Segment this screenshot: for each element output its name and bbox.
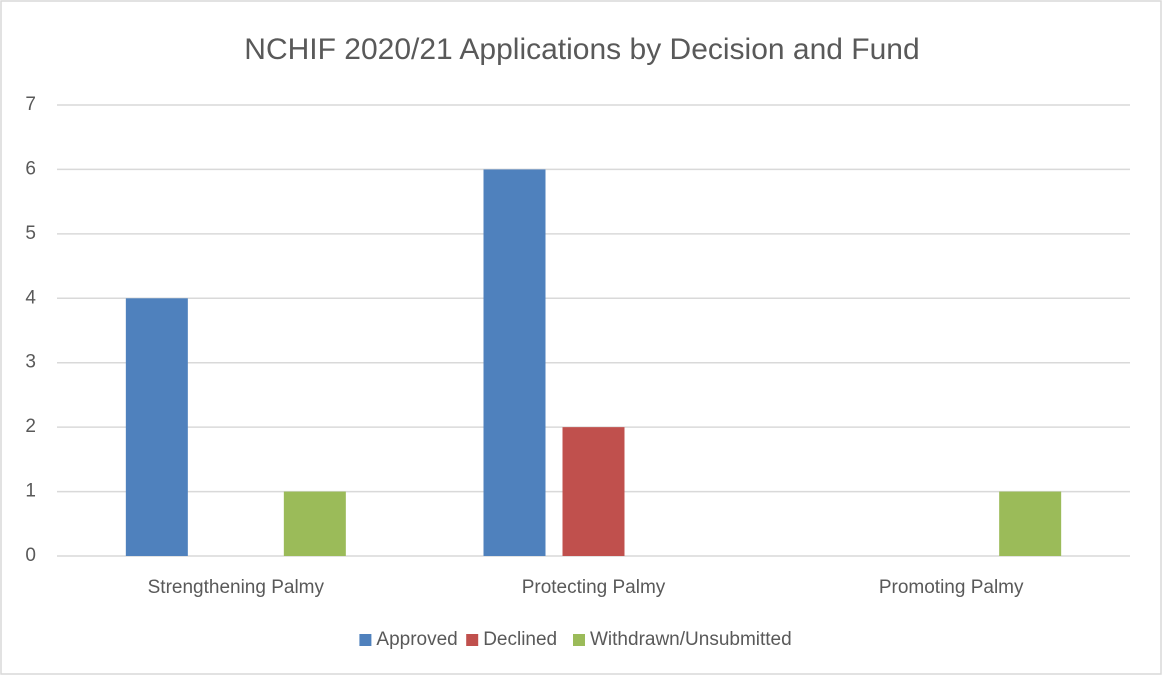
y-tick-label: 3 <box>25 352 36 373</box>
bar <box>483 169 546 556</box>
bar <box>125 298 188 556</box>
x-tick-label: Protecting Palmy <box>522 577 666 598</box>
y-tick-label: 4 <box>25 287 36 308</box>
y-tick-label: 6 <box>25 158 36 179</box>
chart-title: NCHIF 2020/21 Applications by Decision a… <box>244 33 919 66</box>
legend-label: Declined <box>483 629 557 650</box>
legend-swatch <box>359 634 372 646</box>
bar <box>283 491 346 556</box>
y-tick-label: 7 <box>25 94 36 115</box>
legend-swatch <box>573 634 585 646</box>
legend-swatch <box>466 634 479 646</box>
bar <box>562 427 625 556</box>
legend-label: Withdrawn/Unsubmitted <box>590 629 792 650</box>
y-tick-label: 5 <box>25 223 36 244</box>
y-tick-label: 0 <box>25 545 36 566</box>
bar <box>999 491 1062 556</box>
x-tick-label: Strengthening Palmy <box>148 577 325 598</box>
legend-label: Approved <box>376 629 457 650</box>
y-tick-label: 2 <box>25 416 36 437</box>
y-tick-label: 1 <box>25 481 36 502</box>
x-tick-label: Promoting Palmy <box>879 577 1024 598</box>
